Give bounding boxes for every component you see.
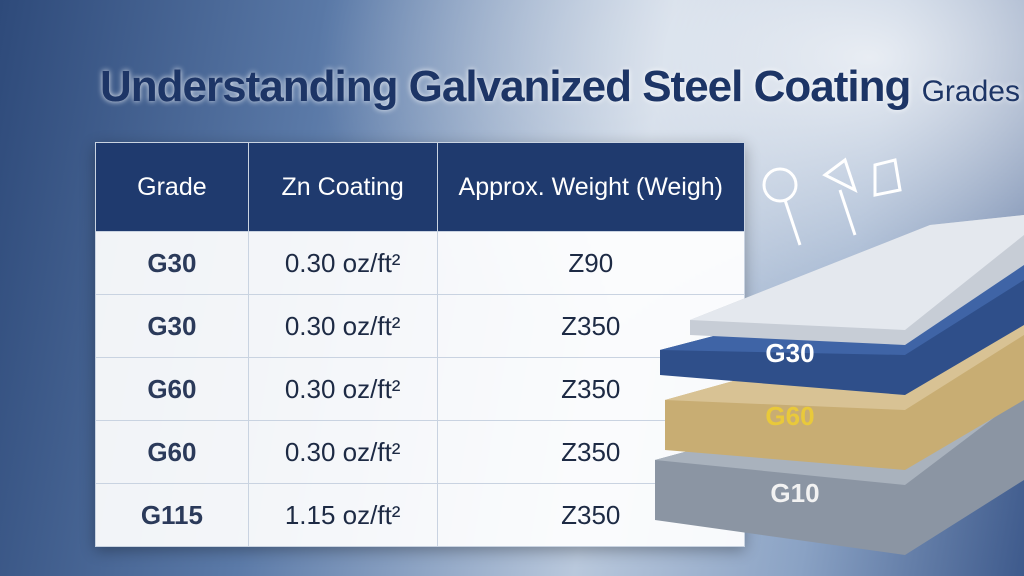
header-row: Grade Zn Coating Approx. Weight (Weigh): [95, 142, 746, 232]
table-cell: G30: [95, 294, 249, 358]
table-cell: 0.30 oz/ft²: [247, 294, 438, 358]
table-cell: G30: [95, 231, 249, 295]
table-cell: 0.30 oz/ft²: [247, 420, 438, 484]
layer-label: G30: [765, 338, 814, 368]
table-cell: G115: [95, 483, 249, 547]
table-cell: Z90: [436, 231, 746, 295]
table-row: G60 0.30 oz/ft² Z350: [95, 420, 746, 484]
header-cell: Approx. Weight (Weigh): [436, 142, 746, 232]
layer-label: G10: [770, 478, 819, 508]
table-cell: G60: [95, 357, 249, 421]
table-cell: 0.30 oz/ft²: [247, 231, 438, 295]
silver-slab-top: [690, 215, 1024, 330]
table-row: G30 0.30 oz/ft² Z90: [95, 231, 746, 295]
table-cell: G60: [95, 420, 249, 484]
title-suffix: Grades: [921, 75, 1020, 108]
table-row: G115 1.15 oz/ft² Z350: [95, 483, 746, 547]
title-main: Understanding Galvanized Steel Coating: [100, 62, 911, 111]
header-cell: Zn Coating: [247, 142, 438, 232]
grade-table: Grade Zn Coating Approx. Weight (Weigh) G3…: [95, 142, 746, 547]
header-cell: Grade: [95, 142, 249, 232]
title: Understanding Galvanized Steel Coating G…: [100, 62, 1020, 112]
layer-label: G60: [765, 401, 814, 431]
table-cell: 1.15 oz/ft²: [247, 483, 438, 547]
table-row: G60 0.30 oz/ft² Z350: [95, 357, 746, 421]
icons: [762, 157, 902, 246]
